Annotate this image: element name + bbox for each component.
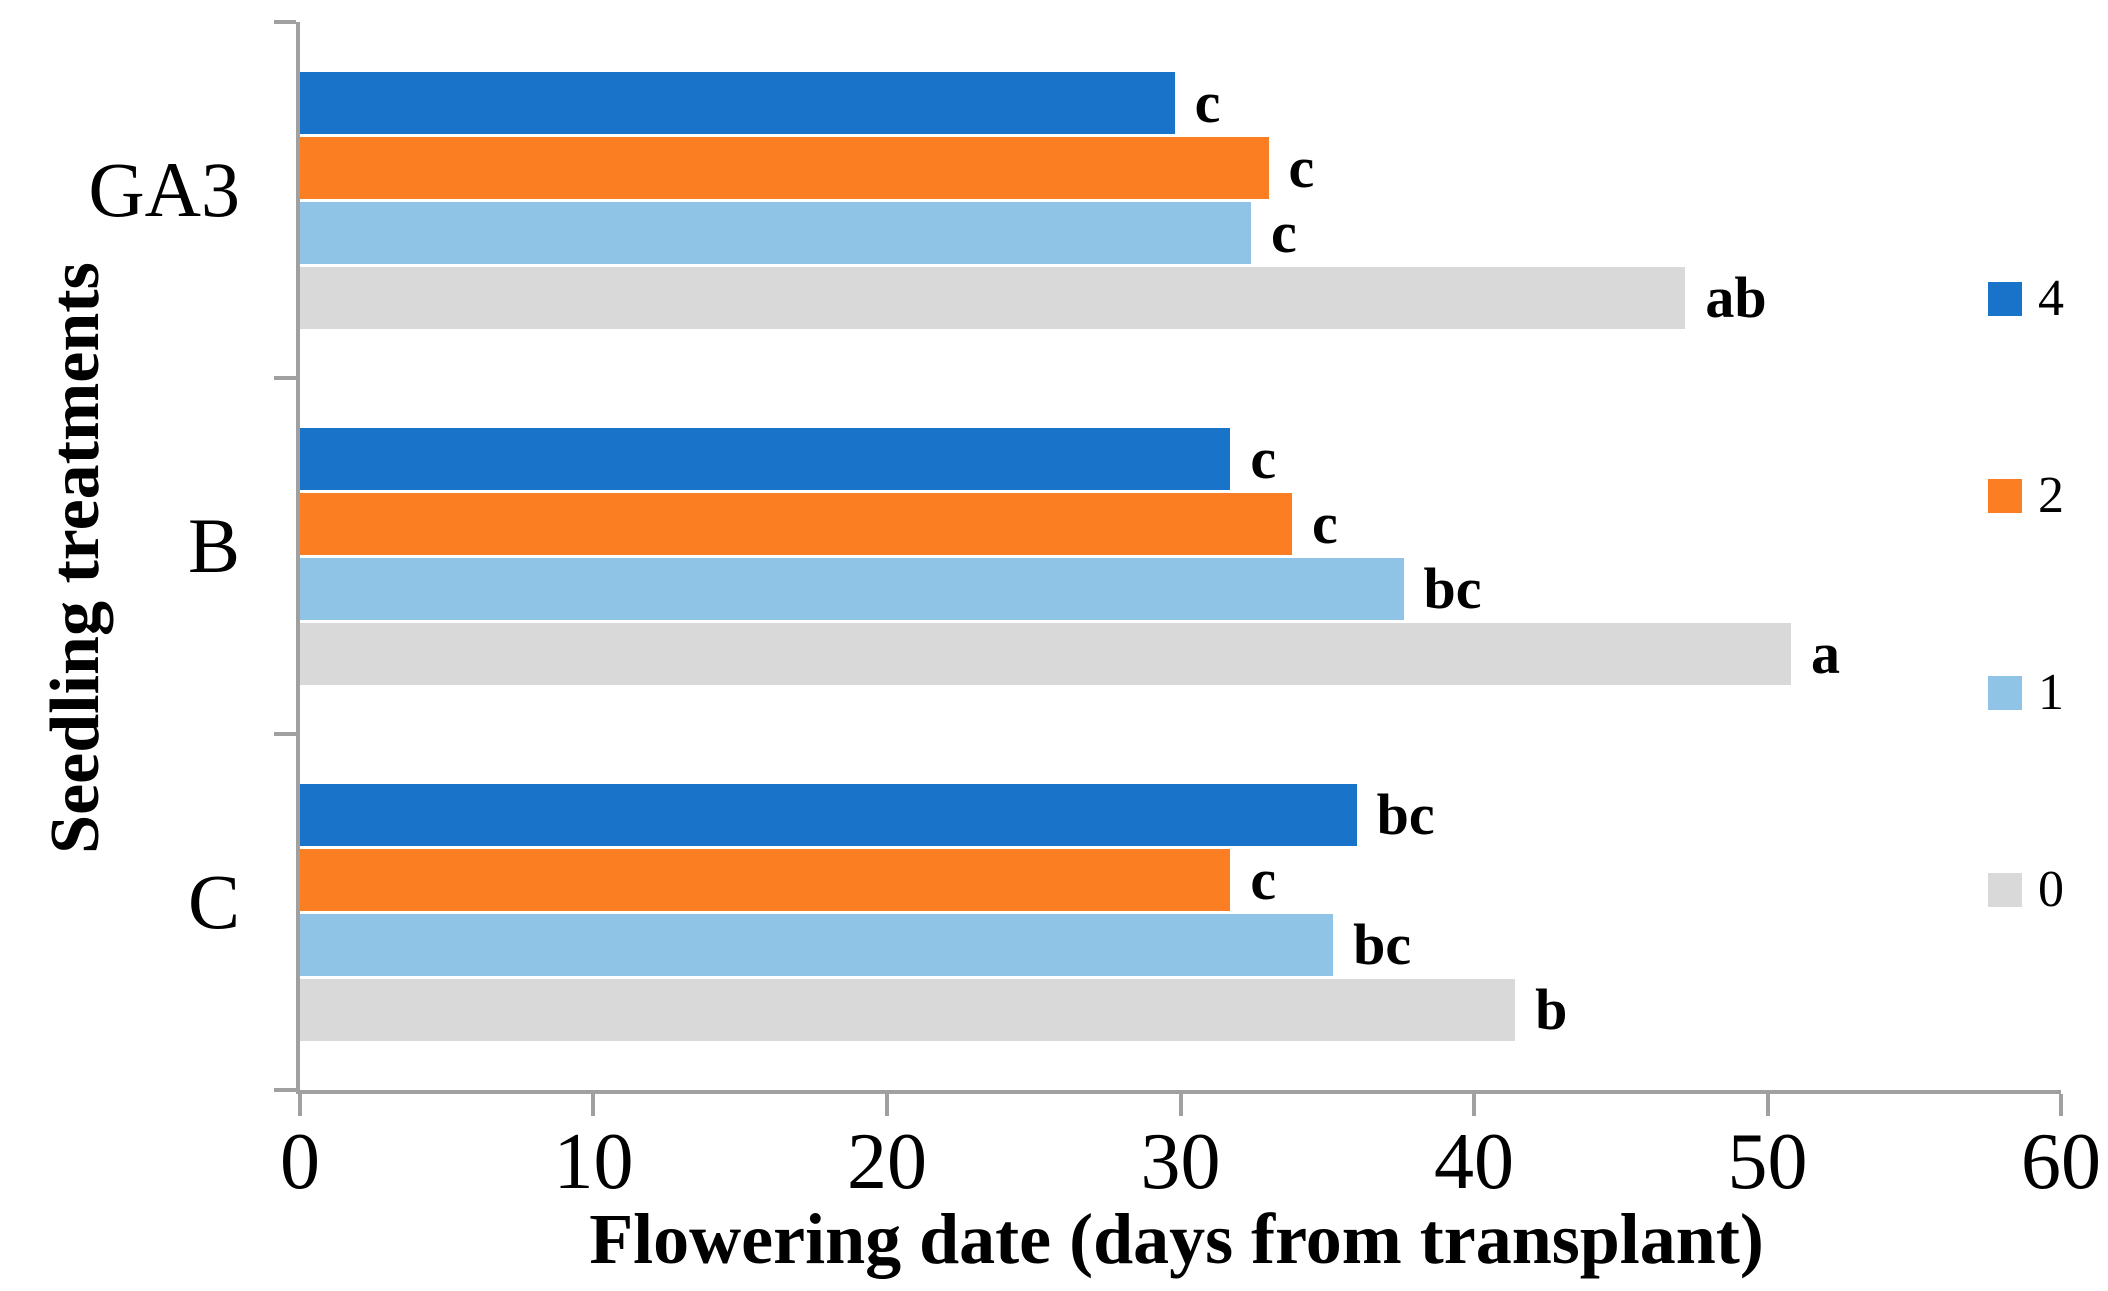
legend-item-0: 0 xyxy=(1988,864,2103,916)
legend-swatch-4 xyxy=(1988,282,2022,316)
plot-area: c c c ab c c bc a bc c bc b xyxy=(274,20,2063,1116)
significance-letter: c xyxy=(1250,847,1277,912)
category-group-C: bc c bc b xyxy=(300,734,2061,1090)
y-axis-title: Seedling treatments xyxy=(37,262,114,854)
y-axis-tick xyxy=(274,20,296,24)
bar-row: c xyxy=(300,202,2061,264)
bar-row: bc xyxy=(300,784,2061,846)
bar-row: c xyxy=(300,72,2061,134)
legend-swatch-1 xyxy=(1988,676,2022,710)
bar-row: c xyxy=(300,428,2061,490)
bar-row: ab xyxy=(300,267,2061,329)
legend-swatch-0 xyxy=(1988,873,2022,907)
significance-letter: c xyxy=(1270,200,1297,265)
x-axis-tick xyxy=(1178,1094,1183,1116)
bar-B-series-4 xyxy=(300,428,1231,490)
bar-row: c xyxy=(300,493,2061,555)
significance-letter: c xyxy=(1194,70,1221,135)
x-axis-tick xyxy=(1471,1094,1476,1116)
significance-letter: bc xyxy=(1353,912,1412,977)
bar-C-series-2 xyxy=(300,849,1231,911)
y-category-label-GA3: GA3 xyxy=(88,146,240,233)
legend-label-1: 1 xyxy=(2038,664,2064,721)
legend-swatch-2 xyxy=(1988,479,2022,513)
y-axis-tick xyxy=(274,1088,296,1092)
significance-letter: c xyxy=(1312,491,1338,556)
x-tick-label-0: 0 xyxy=(280,1118,320,1206)
x-tick-label-50: 50 xyxy=(1727,1118,1808,1206)
y-category-label-C: C xyxy=(187,858,240,945)
legend-item-4: 4 xyxy=(1988,273,2103,325)
significance-letter: bc xyxy=(1376,782,1435,847)
y-axis-tick xyxy=(274,376,296,380)
bar-GA3-series-4 xyxy=(300,72,1175,134)
x-axis-tick xyxy=(591,1094,596,1116)
significance-letter: bc xyxy=(1423,556,1482,621)
x-axis-title: Flowering date (days from transplant) xyxy=(589,1199,1764,1279)
legend-label-0: 0 xyxy=(2038,861,2064,918)
bar-B-series-1 xyxy=(300,558,1404,620)
legend-label-4: 4 xyxy=(2038,270,2064,327)
legend: 4 2 1 0 xyxy=(1988,273,2103,916)
significance-letter: b xyxy=(1535,977,1568,1042)
bar-B-series-2 xyxy=(300,493,1293,555)
x-tick-label-40: 40 xyxy=(1434,1118,1514,1206)
category-group-GA3: c c c ab xyxy=(300,22,2061,378)
x-axis-tick xyxy=(2059,1094,2063,1116)
significance-letter: a xyxy=(1810,621,1840,686)
legend-item-1: 1 xyxy=(1988,667,2103,719)
x-tick-label-60: 60 xyxy=(2021,1118,2101,1206)
bar-row: bc xyxy=(300,558,2061,620)
bar-row: a xyxy=(300,623,2061,685)
x-tick-label-20: 20 xyxy=(847,1118,927,1206)
bar-GA3-series-1 xyxy=(300,202,1251,264)
x-axis-tick xyxy=(1765,1094,1770,1116)
bar-B-series-0 xyxy=(300,623,1791,685)
bar-row: b xyxy=(300,979,2061,1041)
significance-letter: ab xyxy=(1705,265,1767,330)
significance-letter: c xyxy=(1250,426,1277,491)
y-axis-tick xyxy=(274,732,296,736)
bar-C-series-1 xyxy=(300,914,1334,976)
legend-item-2: 2 xyxy=(1988,470,2103,522)
significance-letter: c xyxy=(1288,135,1315,200)
x-axis-tick xyxy=(884,1094,889,1116)
bar-row: c xyxy=(300,137,2061,199)
bar-GA3-series-0 xyxy=(300,267,1686,329)
legend-label-2: 2 xyxy=(2038,467,2064,524)
x-tick-label-10: 10 xyxy=(553,1118,634,1206)
bar-C-series-4 xyxy=(300,784,1357,846)
x-tick-label-30: 30 xyxy=(1140,1118,1221,1206)
bar-C-series-0 xyxy=(300,979,1516,1041)
x-axis-tick xyxy=(298,1094,302,1116)
category-group-B: c c bc a xyxy=(300,378,2061,734)
bar-GA3-series-2 xyxy=(300,137,1269,199)
bar-row: bc xyxy=(300,914,2061,976)
y-category-label-B: B xyxy=(187,502,240,589)
bar-row: c xyxy=(300,849,2061,911)
